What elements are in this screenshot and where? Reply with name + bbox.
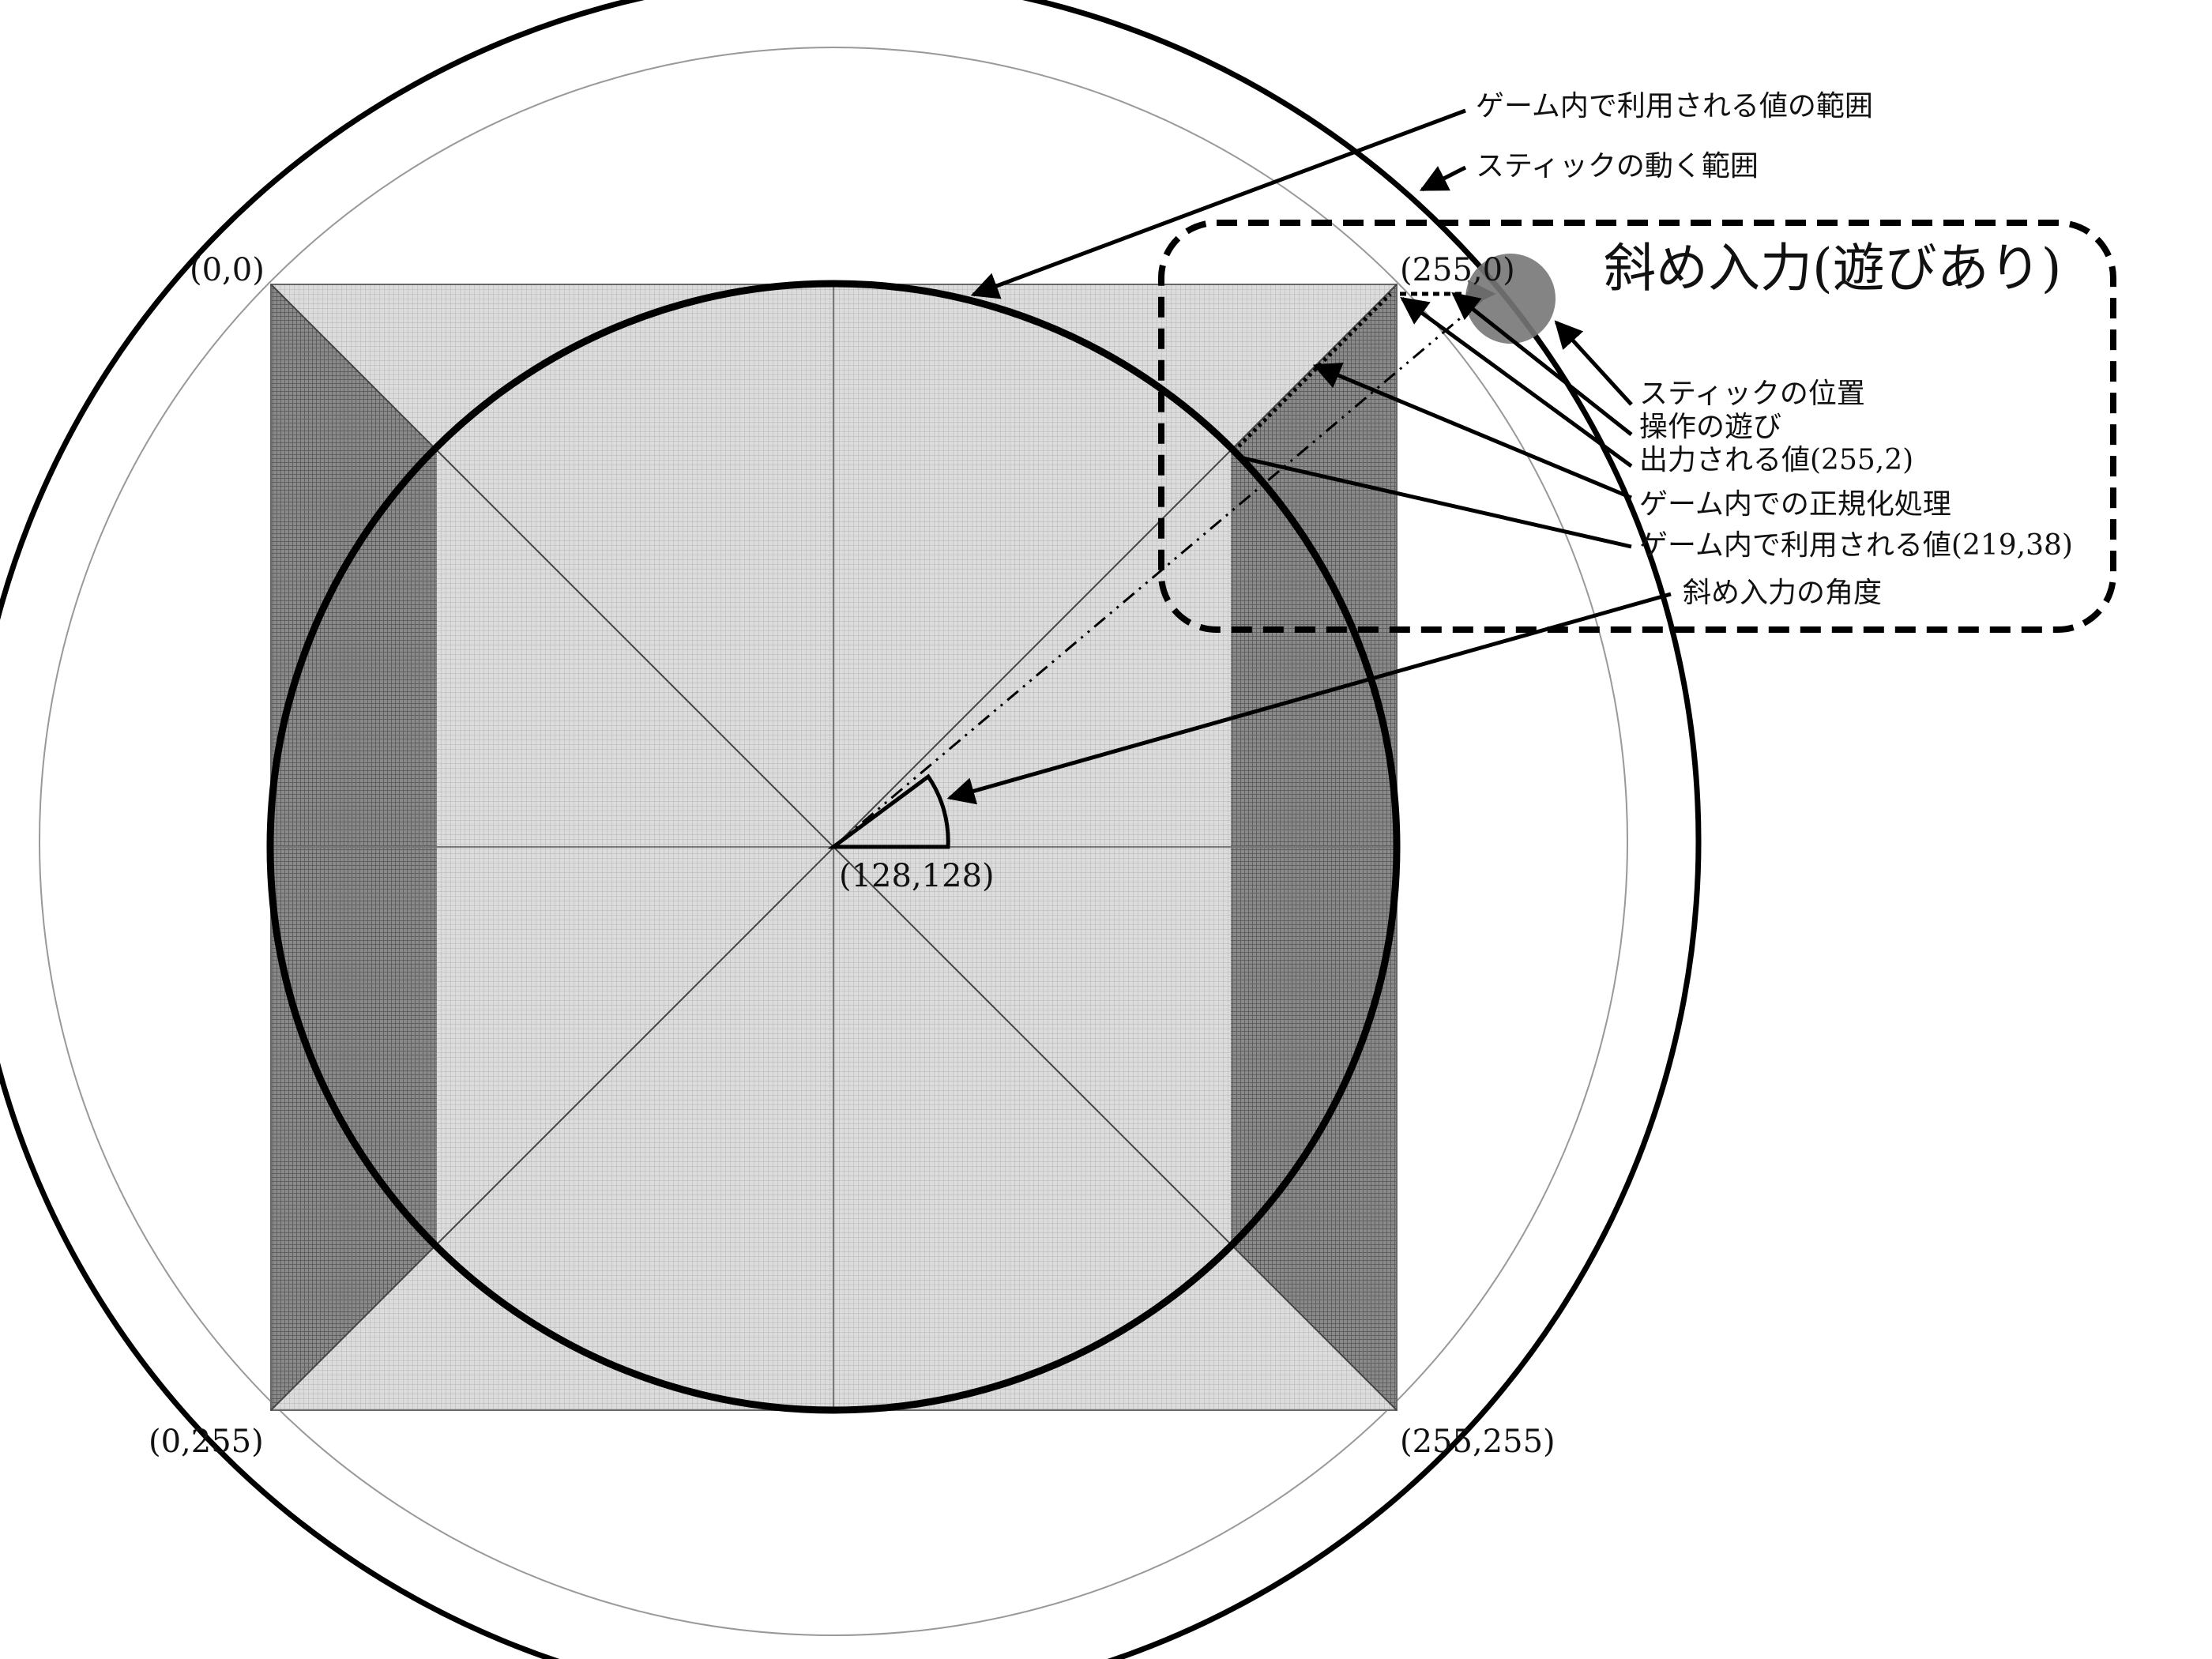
coord-top-right: (255,0) [1400,252,1515,288]
outer-thin-circle [39,47,1628,1636]
label-output-value: 出力される値(255,2) [1639,444,1913,476]
angle-arc [827,773,950,849]
leader-stick-range [1419,165,1467,192]
diagonal-input-callout-box [1158,220,2116,633]
callout-title: 斜め入力(遊びあり) [1604,238,2062,299]
stick-movement-circle [0,0,1702,1659]
leader-play [1451,292,1633,436]
coord-center: (128,128) [839,858,995,894]
coord-top-left: (0,0) [190,252,265,288]
coord-bottom-right: (255,255) [1400,1424,1556,1460]
leader-diagonal-angle [946,592,1672,805]
label-diagonal-angle: 斜め入力の角度 [1683,577,1882,609]
label-stick-range: スティックの動く範囲 [1476,150,1759,182]
game-value-range-circle [266,280,1401,1414]
output-vector-line [833,292,1490,848]
leader-game-value [1236,454,1632,549]
leader-lines [946,108,1672,805]
label-stick-position: スティックの位置 [1639,378,1865,410]
label-game-value-range: ゲーム内で利用される値の範囲 [1476,90,1873,122]
label-normalization: ゲーム内での正規化処理 [1639,488,1951,521]
label-play: 操作の遊び [1639,411,1781,443]
label-game-value: ゲーム内で利用される値(219,38) [1639,529,2073,562]
coord-bottom-left: (0,255) [149,1424,264,1460]
leader-game-value-range [970,108,1466,299]
leader-normalization [1312,362,1632,500]
leader-stick-position [1554,320,1633,406]
leader-output-value [1400,296,1633,468]
